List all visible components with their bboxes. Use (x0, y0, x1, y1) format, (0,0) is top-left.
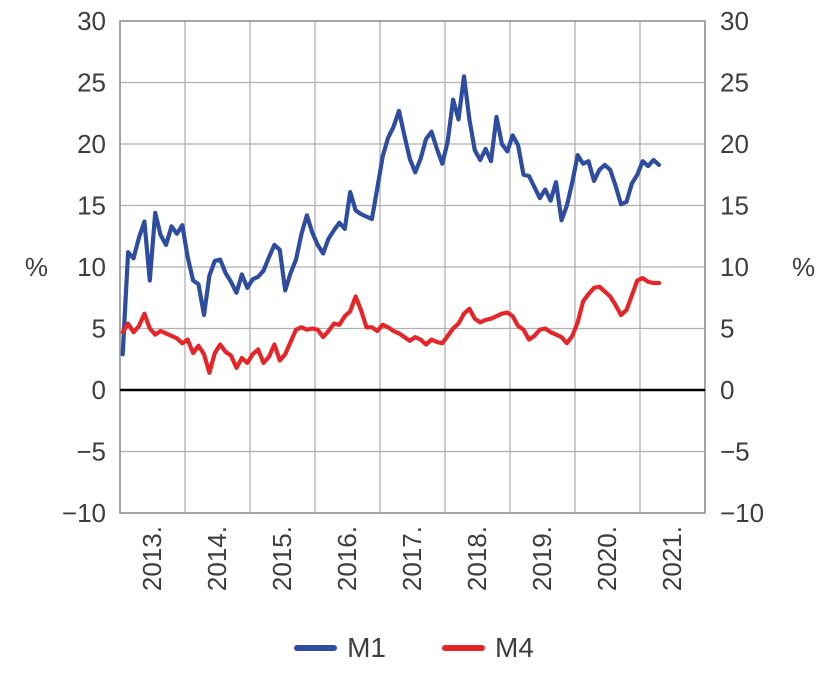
m1-line-swatch (294, 645, 338, 651)
x-axis-tick-label: 2019. (527, 526, 557, 591)
x-axis-tick-label: 2013. (137, 526, 167, 591)
y-axis-tick-label-right: −5 (720, 437, 750, 467)
y-axis-tick-label-right: 5 (720, 314, 734, 344)
y-axis-tick-label-right: 15 (720, 191, 749, 221)
legend-item-m4: M4 (442, 634, 534, 662)
series-line-m4 (120, 276, 662, 375)
y-axis-tick-label-right: 30 (720, 6, 749, 36)
series-line-m1 (120, 74, 662, 357)
y-axis-tick-label-left: 10 (77, 252, 106, 282)
chart-legend: M1 M4 (0, 620, 828, 676)
x-axis-tick-label: 2014. (202, 526, 232, 591)
legend-item-m1: M1 (294, 634, 386, 662)
y-axis-tick-label-left: 5 (92, 314, 106, 344)
line-chart: 30 30 25 25 20 20 15 15 10 10 5 5 0 0 −5 −5 −10 −10% % 2013… (25, 6, 815, 591)
y-axis-tick-label-left: 0 (92, 375, 106, 405)
y-axis-tick-label-right: 0 (720, 375, 734, 405)
y-axis-tick-label-right: 20 (720, 129, 749, 159)
x-axis-tick-label: 2021. (657, 526, 687, 591)
m4-legend-label: M4 (495, 632, 534, 663)
y-axis-tick-label-right: 10 (720, 252, 749, 282)
y-axis-tick-label-right: −10 (720, 498, 764, 528)
y-axis-tick-label-left: 20 (77, 129, 106, 159)
y-axis-unit-right: % (792, 252, 815, 282)
y-axis-tick-label-right: 25 (720, 68, 749, 98)
y-axis-tick-label-left: −10 (62, 498, 106, 528)
y-axis-tick-label-left: 30 (77, 6, 106, 36)
y-axis-tick-label-left: −5 (76, 437, 106, 467)
plot-border (119, 20, 706, 514)
x-axis-tick-label: 2020. (592, 526, 622, 591)
x-axis-tick-label: 2016. (332, 526, 362, 591)
x-axis-tick-label: 2018. (462, 526, 492, 591)
m4-line-swatch (442, 645, 485, 651)
y-axis-tick-label-left: 25 (77, 68, 106, 98)
x-axis-tick-label: 2015. (267, 526, 297, 591)
y-axis-tick-label-left: 15 (77, 191, 106, 221)
x-axis-tick-label: 2017. (397, 526, 427, 591)
y-axis-unit-left: % (25, 252, 48, 282)
m1-legend-label: M1 (347, 632, 386, 663)
